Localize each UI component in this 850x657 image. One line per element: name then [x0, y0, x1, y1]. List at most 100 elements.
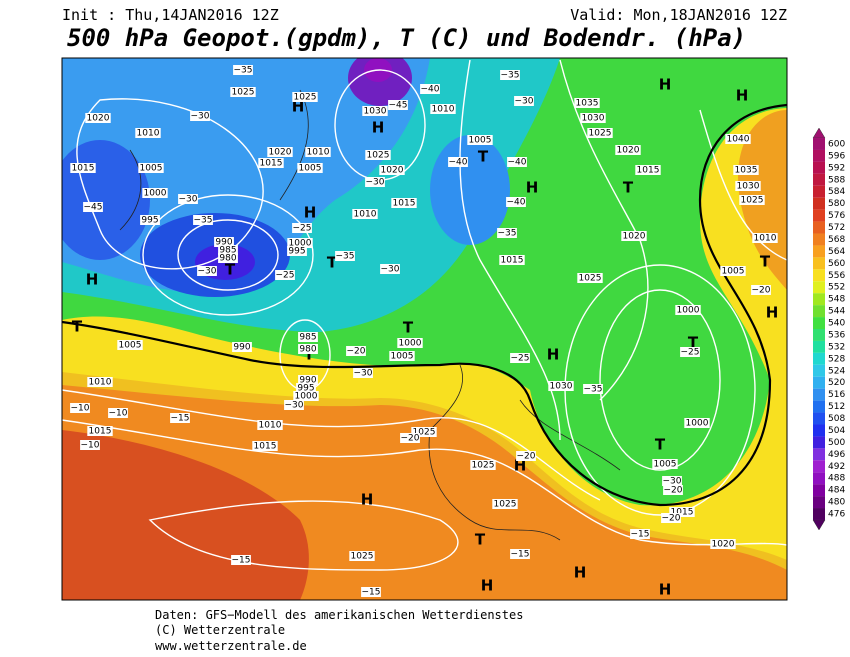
pressure-label: 1015 [254, 442, 277, 452]
colorbar-cell [813, 424, 825, 437]
label-box [710, 539, 736, 549]
label-box [214, 237, 234, 247]
label-box [448, 157, 468, 167]
colorbar-cell [813, 376, 825, 389]
temperature-label: −20 [401, 434, 420, 444]
colorbar-label: 600 [828, 140, 845, 150]
label-box [500, 70, 520, 80]
pressure-label: 1000 [677, 306, 700, 316]
label-box [635, 165, 661, 175]
pressure-label: 1000 [295, 392, 318, 402]
temperature-label: −30 [381, 265, 400, 275]
pressure-label: 1015 [260, 159, 283, 169]
label-box [580, 113, 606, 123]
pressure-label: 985 [219, 246, 236, 256]
temperature-label: −20 [662, 514, 681, 524]
pressure-center: H [372, 119, 385, 137]
colorbar-label: 544 [828, 307, 845, 317]
pressure-label: 990 [299, 376, 316, 386]
pressure-label: 1010 [259, 421, 282, 431]
label-box [470, 460, 496, 470]
label-box [391, 198, 417, 208]
colorbar-cell [813, 269, 825, 282]
label-box [197, 266, 217, 276]
pressure-label: 995 [297, 384, 314, 394]
colorbar-label: 484 [828, 486, 845, 496]
label-box [230, 87, 256, 97]
label-box [352, 209, 378, 219]
temperature-label: −20 [664, 486, 683, 496]
label-box [287, 246, 307, 256]
label-box [70, 163, 96, 173]
map-title: 500 hPa Geopot.(gpdm), T (C) und Bodendr… [67, 24, 746, 52]
pressure-center: H [86, 271, 99, 289]
pressure-center: T [304, 346, 315, 364]
pressure-label: 1020 [617, 146, 640, 156]
temperature-label: −35 [501, 71, 520, 81]
label-box [583, 384, 603, 394]
colorbar-label: 588 [828, 175, 845, 185]
label-box [652, 459, 678, 469]
temperature-label: −40 [508, 158, 527, 168]
label-box [170, 413, 190, 423]
pressure-label: 1010 [137, 129, 160, 139]
colorbar-cell [813, 508, 825, 520]
label-box [510, 549, 530, 559]
label-box [87, 377, 113, 387]
label-box [298, 344, 318, 354]
temperature-label: −40 [421, 85, 440, 95]
pressure-label: 1000 [686, 419, 709, 429]
colorbar-label: 576 [828, 211, 845, 221]
temperature-label: −30 [366, 178, 385, 188]
label-box [231, 555, 251, 565]
temperature-label: −15 [511, 550, 530, 560]
label-box [516, 451, 536, 461]
temperature-label: −30 [198, 267, 217, 277]
pressure-label: 980 [219, 254, 236, 264]
temperature-label: −10 [81, 441, 100, 451]
label-box [362, 106, 388, 116]
pressure-label: 1005 [119, 341, 142, 351]
temperature-label: −45 [389, 101, 408, 111]
colorbar-label: 536 [828, 330, 845, 340]
colorbar-cell [813, 233, 825, 246]
temperature-label: −30 [663, 477, 682, 487]
pressure-label: 1000 [289, 239, 312, 249]
colorbar-label: 508 [828, 414, 845, 424]
label-box [361, 587, 381, 597]
colorbar-end [812, 519, 826, 531]
pressure-center: H [526, 179, 539, 197]
pressure-label: 1025 [579, 274, 602, 284]
colorbar-cell [813, 245, 825, 258]
pressure-label: 1025 [351, 552, 374, 562]
colorbar-label: 524 [828, 366, 845, 376]
label-box [70, 403, 90, 413]
label-box [400, 433, 420, 443]
colorbar-label: 512 [828, 402, 845, 412]
temperature-label: −35 [336, 252, 355, 262]
pressure-label: 1010 [754, 234, 777, 244]
colorbar-label: 564 [828, 247, 845, 257]
temperature-label: −35 [234, 66, 253, 76]
label-box [751, 285, 771, 295]
pressure-label: 990 [233, 343, 250, 353]
temperature-label: −30 [179, 195, 198, 205]
colorbar-cell [813, 484, 825, 497]
label-box [83, 202, 103, 212]
pressure-label: 1025 [741, 196, 764, 206]
pressure-label: 1025 [294, 93, 317, 103]
pressure-center: H [736, 87, 749, 105]
label-box [287, 238, 313, 248]
colorbar-label: 592 [828, 163, 845, 173]
pressure-label: 1010 [432, 105, 455, 115]
label-box [108, 408, 128, 418]
pressure-center: T [327, 254, 338, 272]
colorbar-cell [813, 436, 825, 449]
colorbar-cell [813, 340, 825, 353]
colorbar-cell [813, 257, 825, 270]
temperature-label: −35 [584, 385, 603, 395]
temperature-label: −25 [511, 354, 530, 364]
label-box [335, 251, 355, 261]
label-box [298, 375, 318, 385]
